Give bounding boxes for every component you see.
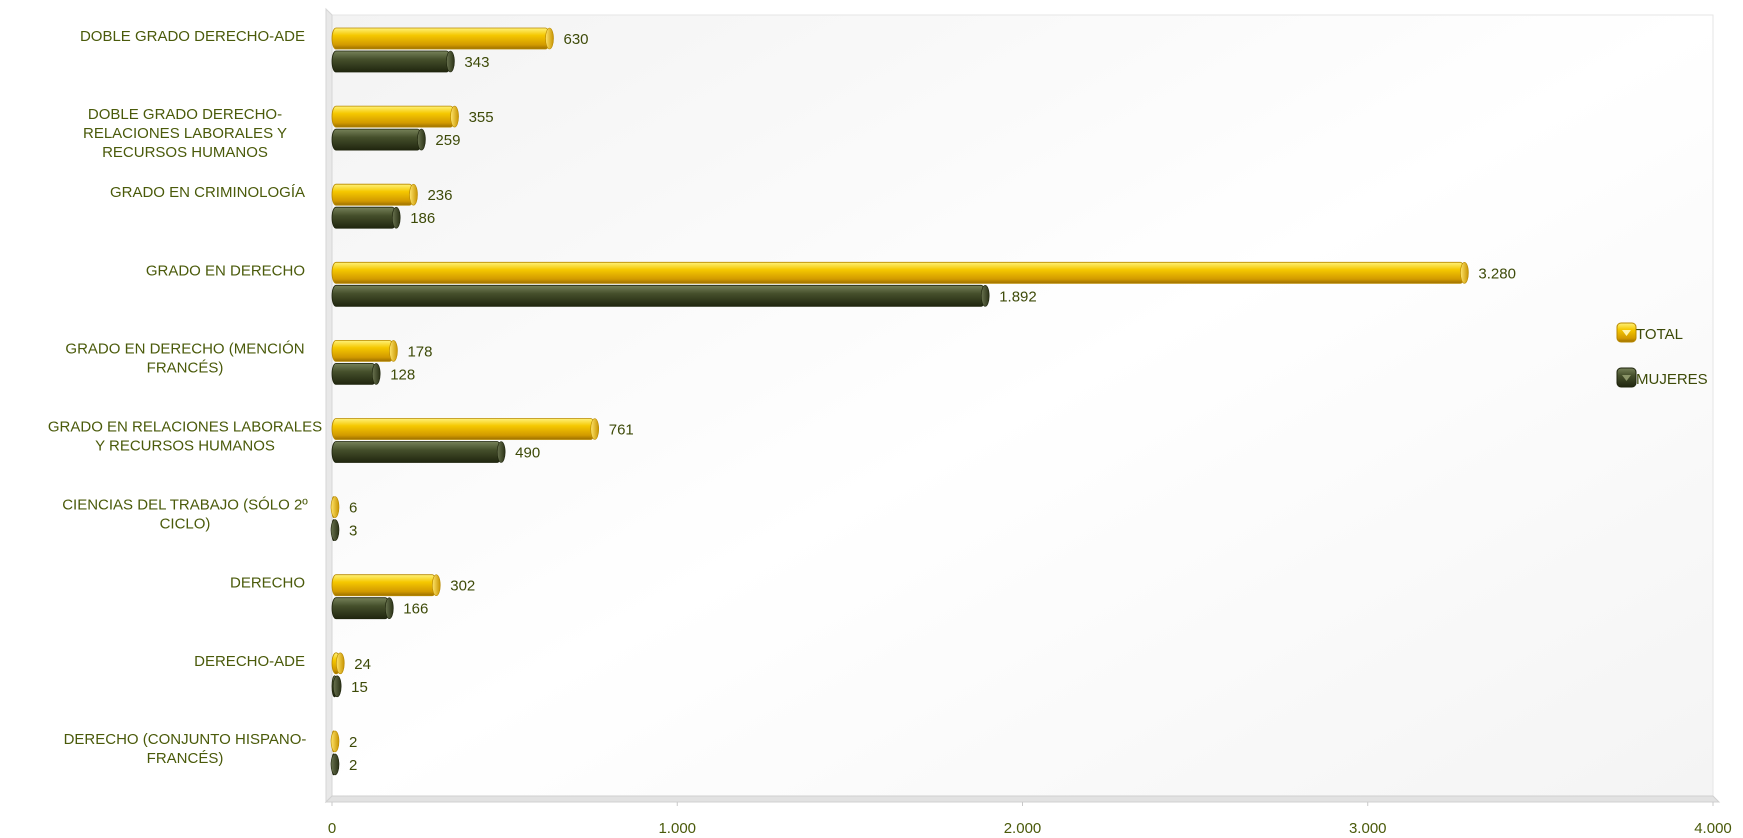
bar-mujeres <box>331 50 451 73</box>
legend-swatch-glyph <box>1622 330 1631 336</box>
bar-cap-total <box>450 105 459 128</box>
x-tick-label: 3.000 <box>1349 820 1387 837</box>
value-label-total: 761 <box>609 422 634 439</box>
bar-total <box>331 183 414 206</box>
bar-cap-total <box>335 652 345 675</box>
category-label: GRADO EN DERECHO (MENCIÓN FRANCÉS) <box>65 340 304 376</box>
legend-item-total: TOTAL <box>1616 322 1683 343</box>
x-tick-label: 2.000 <box>1004 820 1042 837</box>
category-label: CIENCIAS DEL TRABAJO (SÓLO 2º CICLO) <box>62 497 308 533</box>
bar-cap-mujeres <box>446 50 455 73</box>
bar-total <box>331 105 455 128</box>
plot-floor <box>324 795 1721 803</box>
value-label-total: 6 <box>349 500 357 517</box>
value-label-mujeres: 15 <box>351 679 368 696</box>
category-label: DERECHO <box>230 575 305 592</box>
bar-cap-mujeres <box>371 363 381 385</box>
bar-cap-total <box>590 418 600 440</box>
x-tick-label: 4.000 <box>1694 820 1732 837</box>
x-tick-label: 1.000 <box>658 820 696 837</box>
category-label: DOBLE GRADO DERECHO-ADE <box>80 28 305 45</box>
bar-cap-mujeres <box>496 441 506 463</box>
category-label: DOBLE GRADO DERECHO-RELACIONES LABORALES… <box>83 106 287 161</box>
value-label-total: 630 <box>564 31 589 48</box>
bar-cap-mujeres <box>980 284 990 307</box>
value-label-mujeres: 166 <box>403 601 428 618</box>
value-label-total: 24 <box>354 656 371 673</box>
bar-cap-total <box>330 496 340 518</box>
bar-mujeres <box>331 128 422 151</box>
bar-cap-total <box>409 183 418 206</box>
category-label: GRADO EN CRIMINOLOGÍA <box>110 184 305 201</box>
legend-label: TOTAL <box>1636 326 1683 343</box>
bar-cap-total <box>389 340 398 362</box>
category-label: GRADO EN DERECHO <box>146 262 305 279</box>
value-label-mujeres: 259 <box>435 132 460 149</box>
plot-left-wall <box>325 7 333 804</box>
bar-total <box>331 27 550 50</box>
bar-cap-mujeres <box>417 128 426 151</box>
value-label-mujeres: 2 <box>349 757 357 774</box>
bar-mujeres <box>331 597 390 620</box>
value-label-mujeres: 490 <box>515 445 540 462</box>
bar-total <box>331 574 437 597</box>
legend-swatch-glyph <box>1622 375 1631 381</box>
bar-cap-total <box>431 574 441 597</box>
x-tick-label: 0 <box>328 820 336 837</box>
value-label-total: 355 <box>469 109 494 126</box>
bar-cap-mujeres <box>332 675 342 698</box>
value-label-mujeres: 128 <box>390 366 415 383</box>
value-label-total: 236 <box>427 187 452 204</box>
bar-cap-mujeres <box>330 753 340 776</box>
value-label-total: 2 <box>349 734 357 751</box>
bar-cap-mujeres <box>391 206 401 229</box>
category-label: DERECHO-ADE <box>194 653 305 670</box>
legend-label: MUJERES <box>1636 371 1708 388</box>
bar-mujeres <box>331 284 986 307</box>
bar-cap-mujeres <box>385 597 394 620</box>
bar-total <box>331 418 596 440</box>
bar-total <box>331 261 1465 284</box>
legend-item-mujeres: MUJERES <box>1616 367 1708 388</box>
bar-mujeres <box>331 441 502 463</box>
value-label-mujeres: 186 <box>410 210 435 227</box>
value-label-mujeres: 1.892 <box>999 288 1037 305</box>
bar-cap-total <box>1460 261 1469 284</box>
value-label-total: 302 <box>450 578 475 595</box>
bar-cap-total <box>545 27 554 50</box>
category-label: DERECHO (CONJUNTO HISPANO-FRANCÉS) <box>64 731 307 767</box>
bar-mujeres <box>331 206 397 229</box>
bar-cap-total <box>330 730 340 753</box>
category-label: GRADO EN RELACIONES LABORALES Y RECURSOS … <box>48 419 322 455</box>
value-label-total: 3.280 <box>1478 265 1516 282</box>
bar-cap-mujeres <box>330 519 340 541</box>
value-label-total: 178 <box>407 343 432 360</box>
bar-mujeres <box>331 362 377 385</box>
plot-back-wall <box>331 14 1714 797</box>
value-label-mujeres: 343 <box>464 54 489 71</box>
bar-total <box>331 339 394 362</box>
value-label-mujeres: 3 <box>349 523 357 540</box>
